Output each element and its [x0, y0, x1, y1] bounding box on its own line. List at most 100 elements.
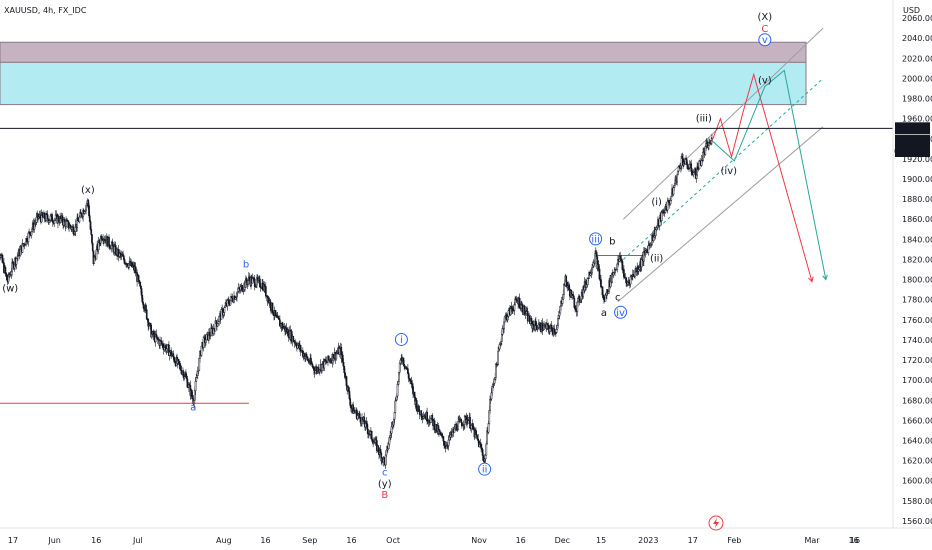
- wave-label[interactable]: (iii): [696, 114, 712, 125]
- wave-label[interactable]: iv: [616, 308, 625, 319]
- wave-label[interactable]: (i): [651, 197, 662, 208]
- candle-body: [670, 196, 673, 201]
- projection-path[interactable]: [711, 72, 813, 282]
- candle-body: [205, 339, 207, 343]
- candle-body: [365, 421, 368, 424]
- candle-body: [470, 425, 473, 430]
- candle-body: [236, 292, 238, 298]
- channel-line[interactable]: [623, 27, 824, 220]
- y-tick-label: 1660.00: [902, 416, 932, 425]
- wave-label[interactable]: c: [615, 293, 621, 304]
- candle-body: [418, 405, 420, 412]
- candle-body: [539, 322, 542, 331]
- candle-body: [537, 323, 540, 329]
- candle-body: [292, 336, 295, 342]
- time-axis[interactable]: [0, 528, 932, 550]
- price-axis[interactable]: [893, 0, 932, 528]
- candle-body: [413, 392, 416, 398]
- y-tick-label: 1600.00: [902, 477, 932, 486]
- candle-body: [165, 348, 168, 352]
- candle-body: [218, 316, 221, 322]
- wave-label[interactable]: a: [601, 308, 607, 319]
- candle-body: [550, 324, 553, 328]
- candle-body: [19, 248, 22, 256]
- candle-body: [338, 348, 341, 355]
- candle-body: [647, 245, 650, 253]
- wave-label[interactable]: B: [381, 490, 388, 501]
- candle-body: [384, 454, 387, 466]
- wave-circle: [478, 462, 492, 476]
- channel-line[interactable]: [617, 126, 824, 303]
- wave-label[interactable]: (X): [758, 12, 773, 23]
- candle-body: [345, 376, 348, 386]
- candle-body: [680, 165, 682, 169]
- wave-label[interactable]: iii: [591, 234, 599, 245]
- candle-body: [710, 140, 713, 145]
- candle-body: [87, 199, 90, 206]
- candle-body: [27, 232, 30, 243]
- candle-body: [108, 236, 110, 247]
- candle-body: [33, 223, 36, 230]
- candle-body: [46, 214, 49, 220]
- candle-body: [347, 386, 350, 392]
- wave-label[interactable]: b: [609, 236, 615, 247]
- candle-body: [589, 273, 592, 276]
- wave-label[interactable]: i: [400, 335, 403, 346]
- wave-label[interactable]: v: [762, 35, 768, 46]
- wave-label[interactable]: (ii): [650, 253, 663, 264]
- wave-label[interactable]: a: [190, 402, 196, 413]
- candle-body: [568, 284, 571, 290]
- wave-label[interactable]: C: [761, 24, 768, 35]
- candle-body: [239, 286, 242, 291]
- candle-body: [128, 263, 130, 268]
- candle-body: [532, 323, 535, 327]
- y-tick-label: 1580.00: [902, 497, 932, 506]
- candle-body: [198, 357, 201, 371]
- wave-label[interactable]: (v): [758, 75, 772, 86]
- candle-body: [321, 364, 323, 371]
- candle-body: [385, 449, 388, 456]
- candle-body: [142, 301, 144, 305]
- wave-label[interactable]: c: [382, 468, 388, 479]
- zone-0[interactable]: [0, 41, 807, 63]
- candle-body: [145, 305, 147, 310]
- candle-body: [616, 263, 619, 270]
- candle-body: [463, 415, 466, 425]
- wave-label[interactable]: (iv): [721, 166, 738, 177]
- candle-body: [162, 343, 164, 348]
- candle-body: [393, 412, 396, 420]
- candle-body: [556, 324, 559, 330]
- x-tick-label: 16: [260, 536, 270, 545]
- candle-body: [705, 143, 707, 147]
- candle-body: [494, 377, 497, 380]
- projection-path[interactable]: [711, 69, 827, 280]
- candle-body: [108, 245, 111, 249]
- candle-body: [480, 444, 482, 449]
- last-price-text: 1937.79: [895, 137, 928, 146]
- wave-label[interactable]: (w): [2, 284, 18, 295]
- candle-body: [134, 266, 137, 274]
- candle-body: [91, 242, 94, 252]
- candle-body: [492, 384, 494, 387]
- zone-1[interactable]: [0, 61, 807, 106]
- candle-body: [110, 244, 113, 250]
- candle-body: [208, 332, 211, 336]
- wave-label[interactable]: (x): [81, 185, 95, 196]
- candle-body: [506, 316, 509, 321]
- y-tick-label: 2000.00: [902, 74, 932, 83]
- price-badge-1950: [895, 122, 930, 135]
- x-tick-label: Jun: [47, 536, 61, 545]
- candle-body: [191, 395, 194, 400]
- candle-body: [195, 377, 198, 382]
- wave-label[interactable]: (y): [378, 479, 392, 490]
- candle-body: [482, 455, 485, 461]
- candle-body: [314, 370, 317, 374]
- lightning-icon[interactable]: [708, 515, 724, 531]
- candle-body: [698, 160, 701, 170]
- wave-label[interactable]: b: [243, 260, 249, 271]
- candle-body: [54, 214, 57, 220]
- candle-body: [98, 240, 101, 244]
- candle-body: [13, 264, 16, 269]
- wave-label[interactable]: ii: [482, 465, 488, 476]
